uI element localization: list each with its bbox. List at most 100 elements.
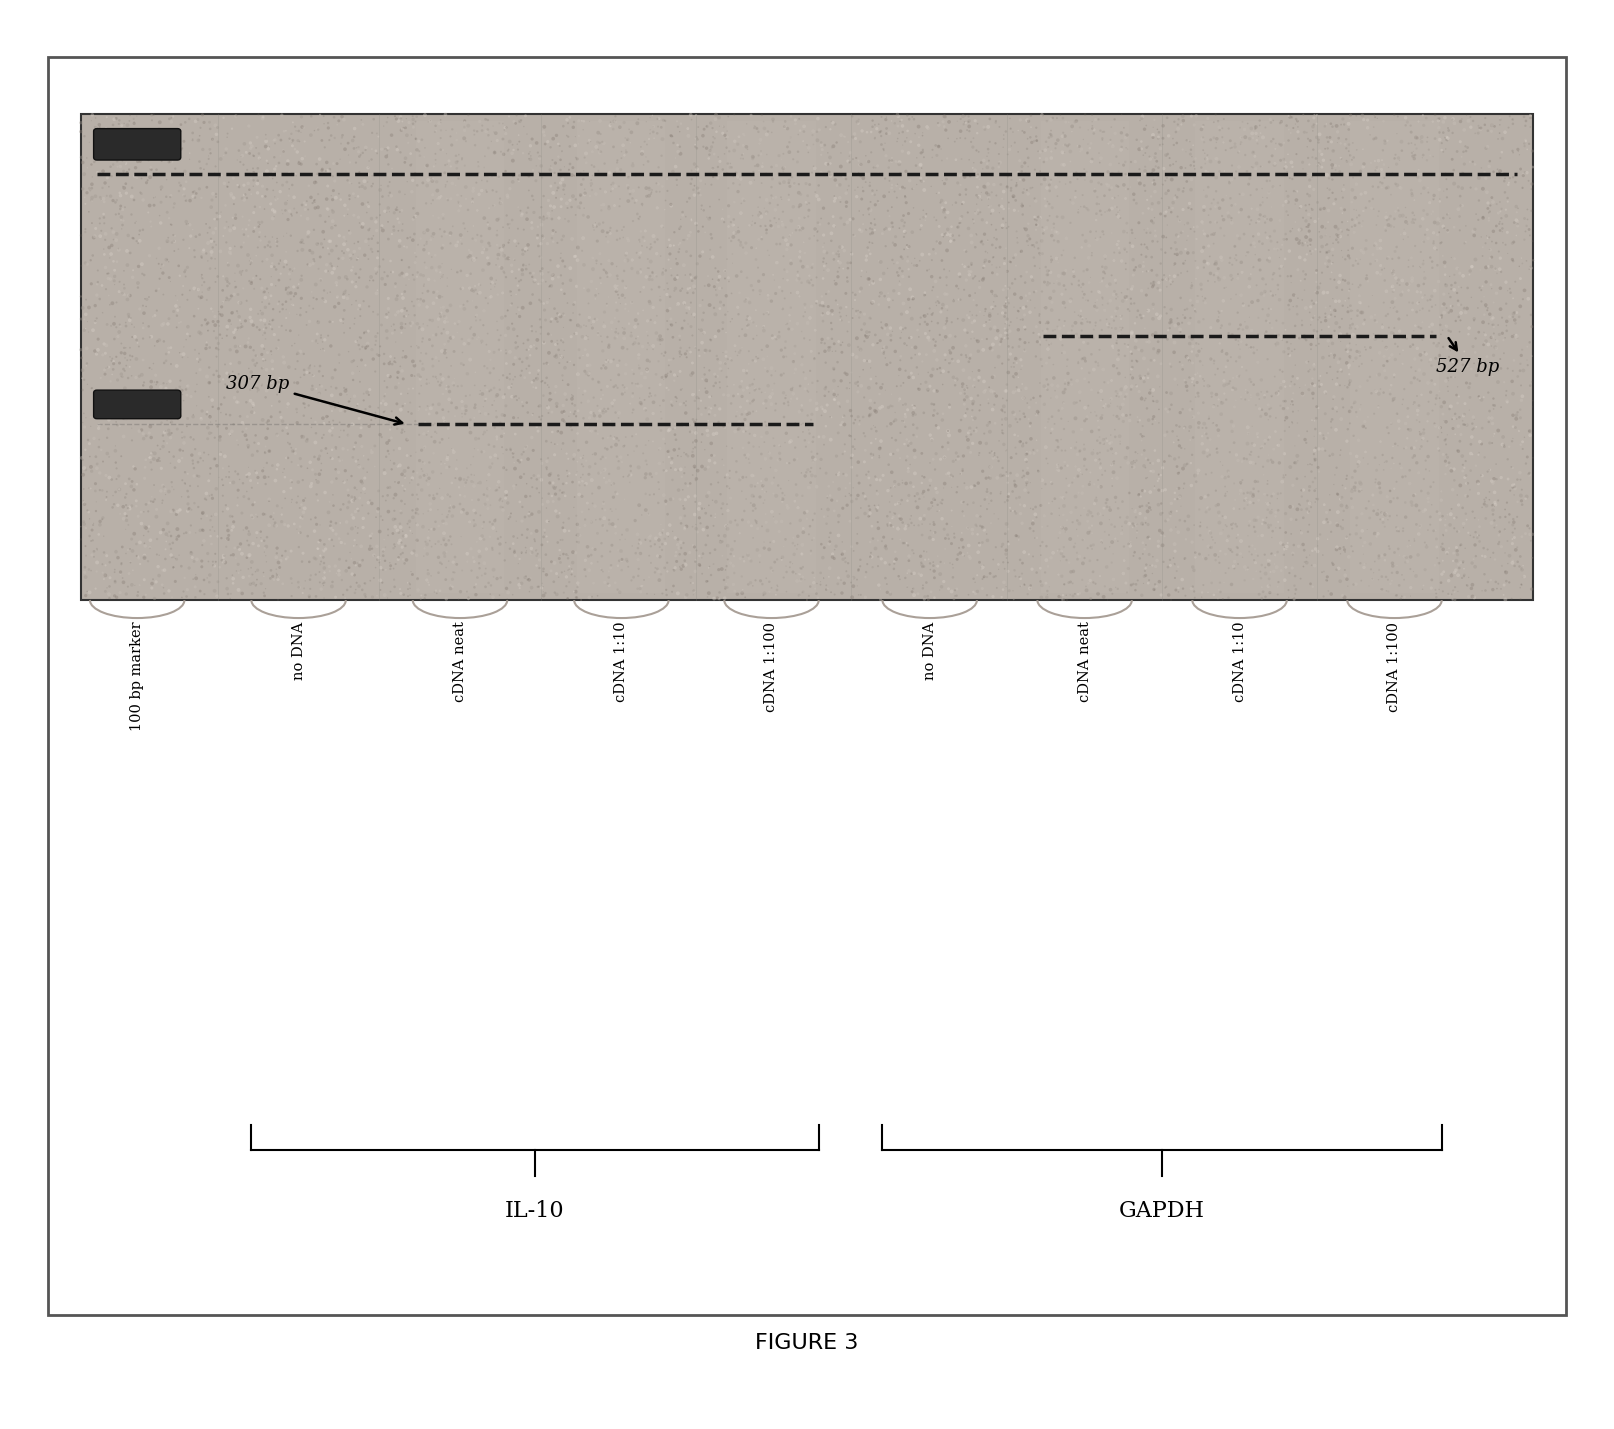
Point	[366, 546, 392, 569]
Point	[875, 504, 901, 527]
Point	[299, 416, 324, 439]
Point	[1520, 546, 1546, 569]
Point	[1172, 437, 1198, 460]
Point	[355, 196, 381, 219]
Point	[817, 339, 843, 362]
Point	[1385, 562, 1411, 584]
Point	[1491, 167, 1517, 190]
Point	[182, 226, 208, 249]
Point	[118, 284, 144, 307]
Point	[416, 269, 442, 292]
Point	[820, 242, 846, 264]
Point	[433, 544, 458, 567]
Point	[1152, 181, 1178, 204]
Point	[321, 214, 347, 237]
Point	[95, 356, 121, 379]
Point	[504, 332, 529, 354]
Point	[1156, 444, 1181, 467]
Point	[266, 367, 292, 390]
Point	[867, 383, 893, 406]
Point	[383, 507, 408, 530]
Point	[1070, 529, 1096, 552]
Point	[1369, 577, 1394, 600]
Point	[213, 552, 239, 574]
Point	[1372, 503, 1398, 526]
Point	[862, 127, 888, 150]
Point	[683, 490, 709, 513]
Point	[537, 560, 563, 583]
Point	[376, 227, 402, 250]
Point	[124, 276, 150, 299]
Point	[691, 497, 717, 520]
Point	[946, 444, 972, 467]
Point	[925, 544, 951, 567]
Point	[539, 420, 565, 443]
Point	[1311, 197, 1336, 220]
Point	[964, 513, 989, 536]
Point	[1246, 223, 1272, 246]
Point	[985, 446, 1010, 469]
Point	[273, 299, 299, 322]
Point	[1243, 393, 1269, 416]
Point	[1064, 496, 1089, 519]
Point	[484, 129, 510, 151]
Point	[345, 230, 371, 253]
Point	[336, 424, 362, 447]
Point	[1230, 110, 1256, 133]
Point	[158, 422, 184, 444]
Point	[150, 424, 176, 447]
Point	[1102, 576, 1128, 599]
Point	[1014, 432, 1039, 454]
Point	[1506, 420, 1532, 443]
Point	[1181, 580, 1207, 603]
Point	[265, 424, 291, 447]
Point	[1325, 557, 1351, 580]
Point	[613, 363, 639, 386]
Point	[111, 336, 137, 359]
Point	[1162, 231, 1188, 254]
Point	[202, 114, 228, 137]
Point	[873, 534, 899, 557]
Point	[520, 189, 546, 211]
Point	[1146, 449, 1172, 472]
Point	[394, 429, 420, 452]
Point	[1432, 314, 1457, 337]
Point	[1393, 492, 1419, 514]
Point	[1135, 299, 1160, 322]
Point	[337, 171, 363, 194]
Point	[544, 343, 570, 366]
Point	[778, 430, 804, 453]
Point	[344, 246, 370, 269]
Point	[655, 446, 681, 469]
Point	[278, 224, 303, 247]
Point	[463, 583, 489, 606]
Point	[1202, 532, 1228, 554]
Point	[1519, 396, 1545, 419]
Point	[455, 220, 481, 243]
Point	[1280, 390, 1306, 413]
Point	[192, 487, 218, 510]
Point	[954, 426, 980, 449]
Point	[413, 583, 439, 606]
Point	[505, 552, 531, 574]
Point	[261, 201, 287, 224]
Point	[1348, 552, 1374, 574]
Point	[1302, 373, 1328, 396]
Point	[1261, 560, 1286, 583]
Point	[749, 443, 775, 466]
Point	[910, 146, 936, 169]
Point	[839, 343, 865, 366]
Point	[1064, 110, 1089, 133]
Point	[1062, 532, 1088, 554]
Point	[1044, 184, 1070, 207]
Point	[1433, 177, 1459, 200]
Point	[576, 110, 602, 133]
Point	[638, 309, 663, 332]
Point	[939, 532, 965, 554]
Point	[260, 244, 286, 267]
Point	[959, 519, 985, 542]
Point	[386, 211, 412, 234]
Point	[478, 349, 504, 372]
Point	[1299, 146, 1325, 169]
Point	[707, 290, 733, 313]
